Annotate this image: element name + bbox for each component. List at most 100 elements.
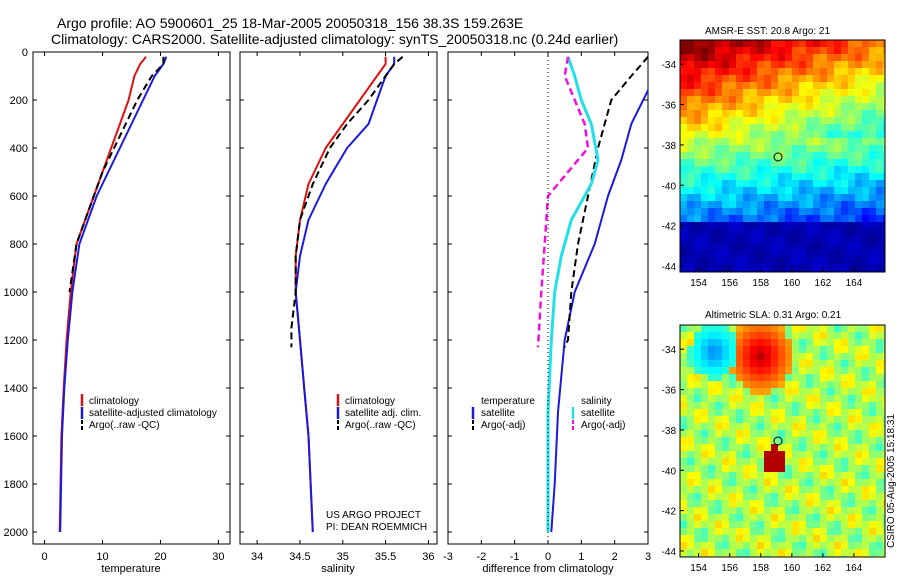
map-cell bbox=[869, 479, 877, 487]
map-cell bbox=[785, 264, 793, 272]
map-cell bbox=[708, 152, 716, 160]
map-cell bbox=[757, 180, 765, 188]
map-lat-label: -38 bbox=[662, 426, 677, 437]
map-cell bbox=[715, 528, 723, 536]
map-cell bbox=[820, 61, 828, 69]
map-cell bbox=[771, 542, 779, 550]
map-cell bbox=[841, 374, 849, 382]
map-cell bbox=[869, 542, 877, 550]
map-cell bbox=[862, 187, 870, 195]
map-cell bbox=[757, 152, 765, 160]
map-cell bbox=[715, 250, 723, 258]
map-cell bbox=[680, 430, 688, 438]
map-cell bbox=[883, 194, 885, 202]
map-cell bbox=[813, 521, 821, 529]
map-cell bbox=[764, 479, 772, 487]
map-cell bbox=[736, 325, 744, 333]
map-cell bbox=[855, 89, 863, 97]
map-cell bbox=[848, 208, 856, 216]
map-cell bbox=[785, 208, 793, 216]
map-cell bbox=[701, 75, 709, 83]
map-cell bbox=[848, 166, 856, 174]
map-cell bbox=[883, 187, 885, 195]
map-cell bbox=[750, 40, 758, 48]
map-cell bbox=[806, 75, 814, 83]
map-cell bbox=[722, 402, 730, 410]
map-cell bbox=[841, 117, 849, 125]
map-cell bbox=[855, 173, 863, 181]
map-cell bbox=[687, 82, 695, 90]
map-cell bbox=[764, 243, 772, 251]
map-cell bbox=[729, 138, 737, 146]
map-cell bbox=[736, 381, 744, 389]
map-cell bbox=[757, 103, 765, 111]
map-cell bbox=[813, 257, 821, 265]
map-cell bbox=[764, 215, 772, 223]
map-cell bbox=[750, 528, 758, 536]
map-cell bbox=[820, 75, 828, 83]
map-cell bbox=[757, 243, 765, 251]
map-cell bbox=[820, 152, 828, 160]
map-cell bbox=[834, 54, 842, 62]
map-cell bbox=[743, 500, 751, 508]
map-cell bbox=[883, 68, 885, 76]
map-cell bbox=[701, 458, 709, 466]
map-cell bbox=[701, 68, 709, 76]
map-cell bbox=[743, 75, 751, 83]
map-cell bbox=[715, 236, 723, 244]
map-cell bbox=[785, 549, 793, 557]
map-cell bbox=[687, 222, 695, 230]
map-cell bbox=[694, 430, 702, 438]
map-cell bbox=[757, 388, 765, 396]
map-cell bbox=[757, 521, 765, 529]
map-cell bbox=[883, 437, 885, 445]
map-cell bbox=[841, 542, 849, 550]
map-cell bbox=[680, 374, 688, 382]
map-cell bbox=[799, 339, 807, 347]
map-cell bbox=[722, 222, 730, 230]
map-cell bbox=[848, 215, 856, 223]
map-cell bbox=[841, 40, 849, 48]
map-cell bbox=[771, 201, 779, 209]
map-cell bbox=[771, 264, 779, 272]
map-cell bbox=[708, 381, 716, 389]
map-cell bbox=[771, 444, 779, 452]
map-cell bbox=[876, 479, 884, 487]
map-cell bbox=[708, 528, 716, 536]
map-cell bbox=[729, 250, 737, 258]
map-cell bbox=[778, 332, 786, 340]
map-cell bbox=[792, 54, 800, 62]
map-cell bbox=[736, 542, 744, 550]
map-cell bbox=[771, 173, 779, 181]
map-cell bbox=[806, 257, 814, 265]
map-cell bbox=[876, 145, 884, 153]
map-cell bbox=[785, 68, 793, 76]
map-cell bbox=[694, 187, 702, 195]
map-cell bbox=[694, 367, 702, 375]
difference-xtick-label: 2 bbox=[612, 551, 618, 563]
map-cell bbox=[750, 451, 758, 459]
map-cell bbox=[771, 528, 779, 536]
map-cell bbox=[827, 250, 835, 258]
map-cell bbox=[757, 68, 765, 76]
map-cell bbox=[820, 257, 828, 265]
map-cell bbox=[806, 514, 814, 522]
map-cell bbox=[848, 194, 856, 202]
map-cell bbox=[736, 40, 744, 48]
map-cell bbox=[792, 131, 800, 139]
map-cell bbox=[876, 173, 884, 181]
map-cell bbox=[736, 493, 744, 501]
map-cell bbox=[736, 180, 744, 188]
map-cell bbox=[785, 353, 793, 361]
map-cell bbox=[750, 479, 758, 487]
map-cell bbox=[757, 40, 765, 48]
map-cell bbox=[834, 479, 842, 487]
map-cell bbox=[883, 381, 885, 389]
map-cell bbox=[764, 549, 772, 557]
map-cell bbox=[743, 82, 751, 90]
map-cell bbox=[764, 521, 772, 529]
map-cell bbox=[813, 549, 821, 557]
map-cell bbox=[806, 236, 814, 244]
map-cell bbox=[687, 89, 695, 97]
map-cell bbox=[834, 250, 842, 258]
